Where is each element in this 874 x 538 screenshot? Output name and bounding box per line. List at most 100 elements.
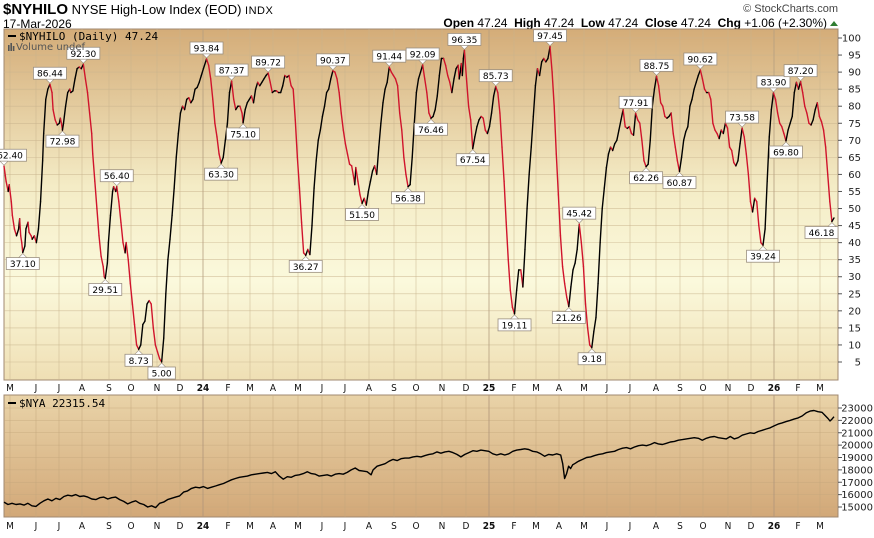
- svg-text:D: D: [463, 383, 470, 394]
- svg-text:62.40: 62.40: [0, 152, 23, 162]
- svg-text:S: S: [391, 383, 397, 394]
- svg-text:93.84: 93.84: [194, 45, 220, 55]
- svg-text:F: F: [511, 521, 516, 532]
- svg-text:N: N: [154, 521, 161, 532]
- svg-text:M: M: [294, 521, 302, 532]
- svg-text:51.50: 51.50: [349, 211, 375, 221]
- svg-text:S: S: [677, 521, 683, 532]
- svg-text:S: S: [391, 521, 397, 532]
- high-value: 47.24: [544, 16, 575, 30]
- main-legend: $NYHILO (Daily) 47.24 Volume undef: [8, 30, 158, 53]
- exchange: INDX: [245, 5, 274, 17]
- pivot-annotation: 39.24: [746, 245, 780, 263]
- main-legend-label: $NYHILO (Daily) 47.24: [19, 30, 158, 43]
- svg-text:76.46: 76.46: [418, 126, 444, 136]
- close-label: Close: [644, 16, 678, 30]
- svg-text:62.26: 62.26: [633, 174, 659, 184]
- svg-text:50: 50: [848, 204, 861, 215]
- svg-text:83.90: 83.90: [761, 78, 787, 88]
- svg-text:40: 40: [848, 238, 861, 249]
- svg-text:25: 25: [848, 289, 861, 300]
- svg-text:J: J: [343, 383, 347, 394]
- svg-text:63.30: 63.30: [208, 171, 234, 181]
- svg-text:J: J: [605, 383, 609, 394]
- pivot-annotation: 46.18: [804, 222, 839, 239]
- svg-text:88.75: 88.75: [644, 62, 670, 72]
- svg-text:30: 30: [848, 272, 861, 283]
- svg-text:N: N: [439, 383, 446, 394]
- pivot-annotation: 45.42: [562, 206, 597, 224]
- svg-text:S: S: [106, 521, 112, 532]
- svg-text:A: A: [270, 383, 277, 394]
- svg-text:60.87: 60.87: [667, 179, 693, 189]
- svg-text:F: F: [511, 383, 516, 394]
- svg-text:M: M: [532, 521, 540, 532]
- low-label: Low: [580, 16, 605, 30]
- lower-legend: $NYA 22315.54: [8, 397, 105, 410]
- svg-text:67.54: 67.54: [460, 156, 486, 166]
- svg-text:17000: 17000: [841, 478, 873, 489]
- svg-text:O: O: [412, 521, 419, 532]
- pivot-annotation: 5.00: [147, 362, 176, 380]
- svg-text:M: M: [532, 383, 540, 394]
- pivot-annotation: 93.84: [189, 41, 224, 59]
- svg-text:J: J: [34, 383, 38, 394]
- svg-text:A: A: [79, 521, 86, 532]
- svg-text:73.58: 73.58: [729, 114, 755, 124]
- svg-text:5.00: 5.00: [152, 370, 172, 380]
- svg-text:F: F: [795, 521, 800, 532]
- svg-text:70: 70: [848, 136, 861, 147]
- svg-text:J: J: [320, 521, 324, 532]
- svg-text:86.44: 86.44: [37, 70, 63, 80]
- svg-text:N: N: [725, 383, 732, 394]
- open-value: 47.24: [477, 16, 508, 30]
- svg-text:J: J: [34, 521, 38, 532]
- ohlc-summary: Open 47.24 High 47.24 Low 47.24 Close 47…: [443, 16, 838, 30]
- svg-text:15: 15: [848, 323, 861, 334]
- svg-text:87.37: 87.37: [219, 67, 245, 77]
- pivot-annotation: 76.46: [414, 118, 448, 136]
- svg-text:100: 100: [842, 34, 861, 45]
- pivot-annotation: 60.87: [662, 172, 697, 189]
- svg-text:21000: 21000: [841, 428, 873, 439]
- svg-text:F: F: [225, 383, 230, 394]
- svg-text:92.30: 92.30: [70, 50, 96, 60]
- x-axis-months-top: M J J A S O N D 24 F M A M J J A S O N D 25 F M A M J J A S O N D 26 F M: [6, 383, 824, 394]
- svg-text:O: O: [699, 521, 706, 532]
- svg-text:15000: 15000: [841, 503, 873, 514]
- chart-title: $NYHILO NYSE High-Low Index (EOD) INDX: [3, 1, 273, 18]
- svg-text:A: A: [653, 383, 660, 394]
- pivot-annotation: 92.30: [66, 46, 101, 64]
- pivot-annotation: 87.20: [783, 64, 818, 82]
- svg-text:N: N: [154, 383, 161, 394]
- svg-text:5: 5: [855, 358, 861, 369]
- pivot-annotation: 67.54: [455, 149, 490, 166]
- svg-text:M: M: [580, 383, 588, 394]
- svg-text:95: 95: [848, 51, 861, 62]
- svg-text:20000: 20000: [841, 441, 873, 452]
- symbol-description: NYSE High-Low Index (EOD): [71, 2, 242, 17]
- svg-text:39.24: 39.24: [750, 253, 776, 263]
- pivot-annotation: 75.10: [226, 123, 260, 140]
- chart-date: 17-Mar-2026: [3, 17, 72, 31]
- svg-text:D: D: [748, 383, 755, 394]
- svg-text:A: A: [556, 383, 563, 394]
- pivot-annotation: 90.37: [315, 53, 350, 71]
- svg-text:56.40: 56.40: [104, 172, 130, 182]
- svg-text:M: M: [6, 521, 14, 532]
- pivot-annotation: 83.90: [756, 75, 791, 93]
- pivot-annotation: 89.72: [251, 55, 286, 73]
- stockcharts-credit[interactable]: © StockCharts.com: [743, 3, 838, 15]
- svg-text:45.42: 45.42: [566, 210, 592, 220]
- svg-text:M: M: [246, 383, 254, 394]
- svg-text:O: O: [127, 383, 134, 394]
- pivot-annotation: 91.44: [372, 49, 407, 67]
- svg-text:85.73: 85.73: [483, 72, 509, 82]
- pivot-annotation: 69.80: [769, 141, 803, 158]
- svg-text:75: 75: [848, 119, 861, 130]
- svg-text:A: A: [270, 521, 277, 532]
- svg-text:9.18: 9.18: [582, 355, 602, 365]
- svg-text:J: J: [320, 383, 324, 394]
- pivot-annotation: 63.30: [204, 163, 239, 181]
- lower-legend-label: $NYA 22315.54: [19, 397, 105, 410]
